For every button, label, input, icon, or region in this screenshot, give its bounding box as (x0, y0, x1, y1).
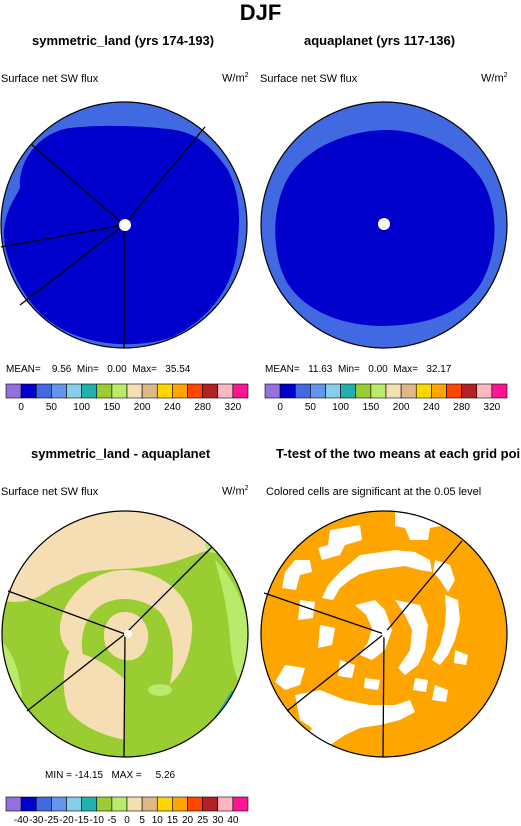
variable-label-difference: Surface net SW flux (1, 486, 99, 498)
colorbar-tick-label: 0 (124, 815, 130, 826)
panel-title-difference: symmetric_land - aquaplanet (31, 446, 211, 461)
colorbar-tick-label: 240 (423, 402, 440, 413)
stats-symmetric-land: MEAN= 9.56 Min= 0.00 Max= 35.54 (6, 364, 191, 375)
colorbar-tick-label: 5 (139, 815, 145, 826)
colorbar-tick-label: 20 (181, 815, 194, 826)
pole-marker (119, 219, 131, 231)
colorbar-aquaplanet (264, 383, 508, 399)
stats-difference: MIN = -14.15 MAX = 5.26 (45, 770, 176, 781)
panel-title-ttest: T-test of the two means at each grid poi… (276, 446, 521, 461)
colorbar-swatch (232, 796, 249, 812)
colorbar-tick-label: 40 (227, 815, 239, 826)
sector-boundary-line (123, 126, 206, 226)
colorbar-tick-label: 50 (45, 402, 57, 413)
inner-field-fill (3, 125, 239, 345)
colorbar-tick-label: 150 (362, 402, 380, 413)
colorbar-tick-label: 50 (304, 402, 316, 413)
panel-title-aquaplanet: aquaplanet (yrs 117-136) (304, 33, 456, 48)
colorbar-tick-label: 200 (392, 402, 410, 413)
pole-marker (124, 630, 132, 638)
sector-boundary-line (30, 143, 125, 226)
colorbar-tick-label: 240 (164, 402, 181, 413)
colorbar-tick-label: 15 (166, 815, 178, 826)
map-border (260, 101, 508, 349)
pole-marker (378, 218, 390, 230)
figure-title: DJF (239, 0, 282, 25)
sector-boundary-line (383, 540, 463, 635)
stats-aquaplanet: MEAN= 11.63 Min= 0.00 Max= 32.17 (265, 364, 452, 375)
map-border (1, 510, 249, 758)
sector-boundary-line (123, 633, 126, 758)
colorbar-swatch (491, 383, 508, 399)
sector-boundary-line (124, 546, 213, 635)
colorbar-swatch (232, 383, 249, 399)
outer-positive-region (2, 511, 248, 602)
sector-boundary-line (7, 590, 126, 635)
sector-boundary-line (263, 592, 385, 635)
colorbar-tick-label: 200 (133, 402, 151, 413)
colorbar-tick-label: 0 (277, 402, 283, 413)
sector-boundary-line (19, 224, 125, 306)
sector-boundary-line (286, 633, 385, 712)
light-green-region (215, 560, 248, 700)
colorbar-tick-label: 320 (224, 402, 242, 413)
colorbar-tick-label: 150 (103, 402, 121, 413)
colorbar-tick-label: -15 (74, 815, 89, 826)
colorbar-tick-label: 100 (73, 402, 90, 413)
colorbar-tick-label: 10 (151, 815, 163, 826)
pole-marker (382, 630, 390, 638)
colorbar-tick-label: -40 (13, 815, 29, 826)
colorbar-symmetric-land (5, 383, 249, 399)
colorbar-tick-label: -10 (89, 815, 104, 826)
colorbar-tick-label: -25 (44, 815, 59, 826)
ttest-caption: Colored cells are significant at the 0.0… (266, 486, 482, 498)
sector-boundary-line (26, 633, 126, 712)
panel-title-symmetric-land: symmetric_land (yrs 174-193) (32, 33, 215, 48)
colorbar-tick-label: 320 (483, 402, 501, 413)
light-green-patch (148, 684, 172, 696)
units-label-symmetric-land: W/m2 (222, 72, 249, 85)
colorbar-tick-label: 100 (332, 402, 349, 413)
sector-positive-region (63, 650, 125, 740)
colorbar-tick-label: -20 (59, 815, 74, 826)
variable-label-symmetric-land: Surface net SW flux (1, 73, 99, 85)
colorbar-tick-label: -5 (107, 815, 117, 826)
map-border (260, 510, 508, 758)
colorbar-tick-label: -30 (29, 815, 44, 826)
colorbar-tick-label: 30 (212, 815, 224, 826)
units-label-aquaplanet: W/m2 (481, 72, 508, 85)
map-border (0, 101, 248, 349)
units-label-difference: W/m2 (222, 485, 249, 498)
colorbar-difference (5, 796, 249, 812)
non-significant-cells (275, 512, 468, 757)
variable-label-aquaplanet: Surface net SW flux (260, 73, 358, 85)
colorbar-tick-label: 0 (18, 402, 24, 413)
sector-boundary-line (382, 633, 385, 758)
sector-boundary-line (0, 224, 125, 248)
colorbar-tick-label: 25 (197, 815, 209, 826)
colorbar-tick-label: 280 (194, 402, 211, 413)
ring-positive-region (60, 570, 193, 684)
colorbar-tick-label: 280 (453, 402, 470, 413)
